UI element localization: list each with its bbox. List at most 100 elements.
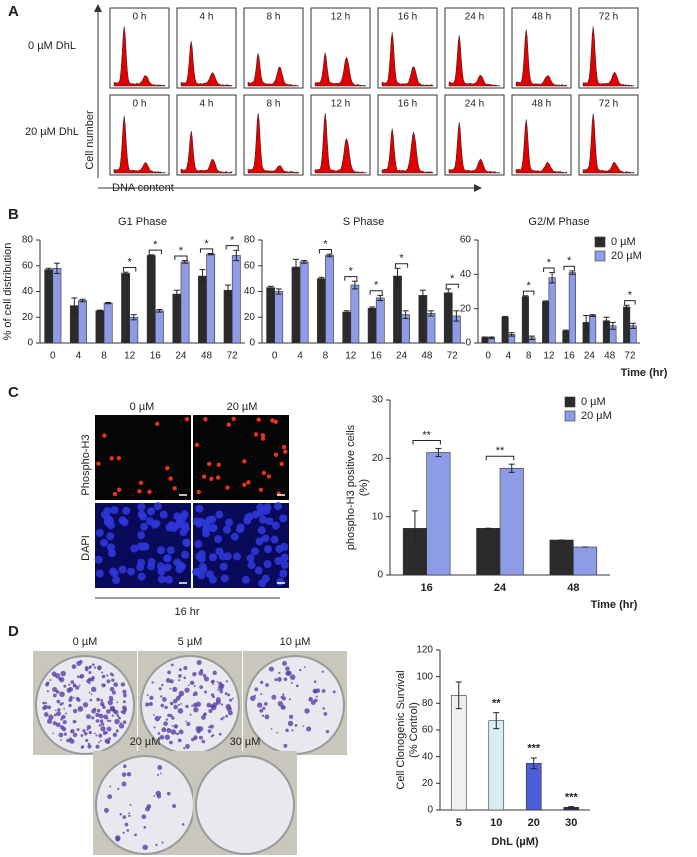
cell	[156, 562, 165, 571]
colony	[161, 727, 167, 733]
cell	[164, 575, 173, 584]
colony	[189, 713, 192, 716]
error-bar	[435, 447, 442, 458]
colony	[95, 734, 98, 737]
cell	[216, 475, 221, 480]
colony	[88, 691, 91, 694]
colony	[91, 716, 95, 720]
colony	[157, 732, 161, 735]
colony	[95, 712, 100, 718]
colony	[201, 739, 206, 744]
colony	[177, 708, 184, 714]
cell	[107, 543, 116, 552]
cell	[95, 569, 104, 578]
chart-title: G2/M Phase	[528, 216, 589, 228]
colony	[211, 693, 215, 697]
cell	[273, 452, 279, 457]
cell	[181, 521, 190, 530]
x-tick-label: 24	[584, 351, 596, 362]
colony	[53, 713, 57, 717]
chart-title: S Phase	[343, 216, 385, 228]
cell	[218, 552, 227, 561]
cell	[279, 569, 288, 578]
bar	[121, 273, 130, 344]
cell	[182, 538, 191, 547]
cell	[168, 476, 173, 481]
cell	[263, 545, 272, 554]
cell	[274, 556, 283, 565]
colony	[86, 724, 92, 730]
column-label: 20 µM	[227, 401, 258, 413]
x-tick-label: 5	[456, 817, 462, 829]
error-bar	[207, 253, 214, 256]
colony	[122, 720, 127, 724]
legend-swatch	[594, 236, 606, 248]
colony	[111, 690, 116, 695]
colony	[202, 674, 207, 678]
error-bar	[173, 289, 180, 299]
cell	[258, 487, 264, 492]
colony	[96, 708, 101, 713]
colony	[207, 729, 212, 733]
colony	[227, 693, 230, 697]
colony	[228, 710, 233, 716]
colony	[95, 719, 100, 723]
error-bar	[623, 304, 630, 310]
colony	[71, 664, 77, 669]
row-label: 0 µM DhL	[28, 40, 76, 52]
y-tick-label: 60	[22, 260, 34, 271]
cell	[225, 485, 230, 490]
colony	[175, 696, 181, 701]
y-axis-label: % of cell distribution	[2, 243, 14, 341]
colony	[268, 666, 274, 672]
colony	[122, 815, 127, 819]
colony	[122, 764, 127, 769]
row-label: 20 µM DhL	[25, 126, 79, 138]
significance-bracket	[445, 283, 459, 289]
y-tick-label: 40	[244, 286, 256, 297]
cell	[146, 507, 155, 516]
x-axis-label: DNA content	[112, 182, 174, 194]
colony	[91, 686, 97, 693]
time-label: 16 h	[398, 12, 417, 23]
cell	[181, 550, 190, 559]
error-bar	[326, 253, 333, 258]
colony	[321, 670, 324, 673]
colony	[59, 703, 63, 706]
colony	[55, 722, 61, 728]
error-bar	[225, 284, 232, 296]
time-label: 0 h	[133, 99, 147, 110]
colony	[199, 685, 204, 690]
bar	[129, 316, 139, 344]
colony	[115, 835, 121, 841]
colony	[142, 844, 148, 851]
bar	[299, 261, 309, 344]
colony	[183, 676, 187, 680]
time-label: 8 h	[267, 99, 281, 110]
histogram-frame	[444, 7, 505, 89]
colony	[178, 690, 185, 697]
colony	[180, 702, 183, 705]
cell	[270, 418, 275, 423]
colony	[167, 713, 171, 717]
cell	[254, 566, 263, 575]
colony	[122, 831, 125, 834]
colony	[45, 701, 48, 705]
colony	[281, 696, 287, 701]
time-label: 48 h	[532, 99, 551, 110]
cell	[280, 553, 289, 562]
bar	[95, 310, 105, 344]
colony	[264, 714, 270, 720]
colony	[193, 691, 198, 696]
colony	[289, 714, 294, 719]
cell	[94, 555, 103, 564]
error-bar	[130, 314, 137, 321]
cell	[270, 535, 279, 544]
histogram	[448, 35, 501, 87]
colony	[276, 731, 279, 734]
colony	[46, 690, 50, 693]
y-tick-label: 80	[22, 235, 34, 246]
error-bar	[542, 300, 549, 304]
histogram-frame	[176, 94, 237, 176]
colony	[181, 823, 185, 826]
